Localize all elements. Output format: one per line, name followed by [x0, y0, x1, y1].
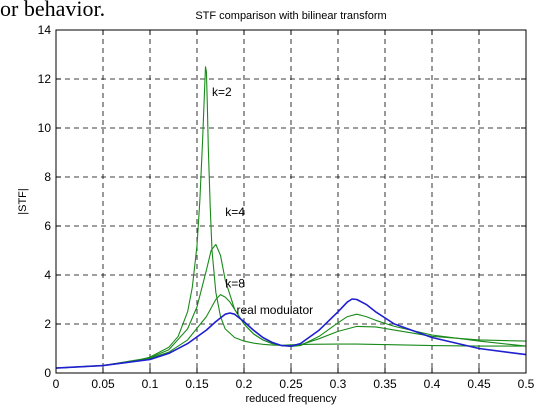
x-tick-label: 0.35	[373, 377, 397, 391]
x-tick-label: 0.3	[330, 377, 347, 391]
annotation-label: k=8	[225, 276, 245, 290]
annotations: k=2 k=4 k=8 real modulator	[212, 85, 313, 317]
x-tick-label: 0.1	[142, 377, 159, 391]
chart-title: STF comparison with bilinear transform	[195, 10, 386, 22]
series-line-k-8	[55, 294, 527, 369]
x-tick-label: 0	[53, 377, 60, 391]
y-axis-label: |STF|	[17, 188, 29, 215]
y-tick-label: 6	[44, 219, 51, 233]
plot-lines	[55, 66, 527, 369]
y-tick-label: 14	[38, 23, 52, 37]
y-tick-label: 2	[44, 317, 51, 331]
series-line-real-modulator	[55, 298, 527, 369]
x-tick-label: 0.15	[185, 377, 209, 391]
y-tick-label: 12	[38, 72, 52, 86]
series-line-k-2	[55, 66, 526, 369]
x-tick-label: 0.5	[518, 377, 535, 391]
x-tick-label: 0.45	[467, 377, 491, 391]
y-tick-label: 0	[44, 366, 51, 380]
x-tick-label: 0.05	[91, 377, 115, 391]
y-tick-label: 8	[44, 170, 51, 184]
annotation-label: k=4	[225, 205, 245, 219]
y-tick-label: 10	[38, 121, 52, 135]
page-body-text: or behavior.	[0, 0, 106, 21]
annotation-label: real modulator	[236, 303, 313, 317]
x-tick-label: 0.4	[424, 377, 441, 391]
x-axis-label: reduced frequency	[245, 393, 337, 405]
axis-ticks: 0 0.05 0.1 0.15 0.2 0.25 0.3 0.35 0.4 0.45 0.5 0 2 4 6…	[38, 23, 535, 391]
annotation-label: k=2	[212, 85, 232, 99]
x-tick-label: 0.2	[236, 377, 253, 391]
y-tick-label: 4	[44, 268, 51, 282]
x-tick-label: 0.25	[279, 377, 303, 391]
grid	[56, 30, 526, 373]
